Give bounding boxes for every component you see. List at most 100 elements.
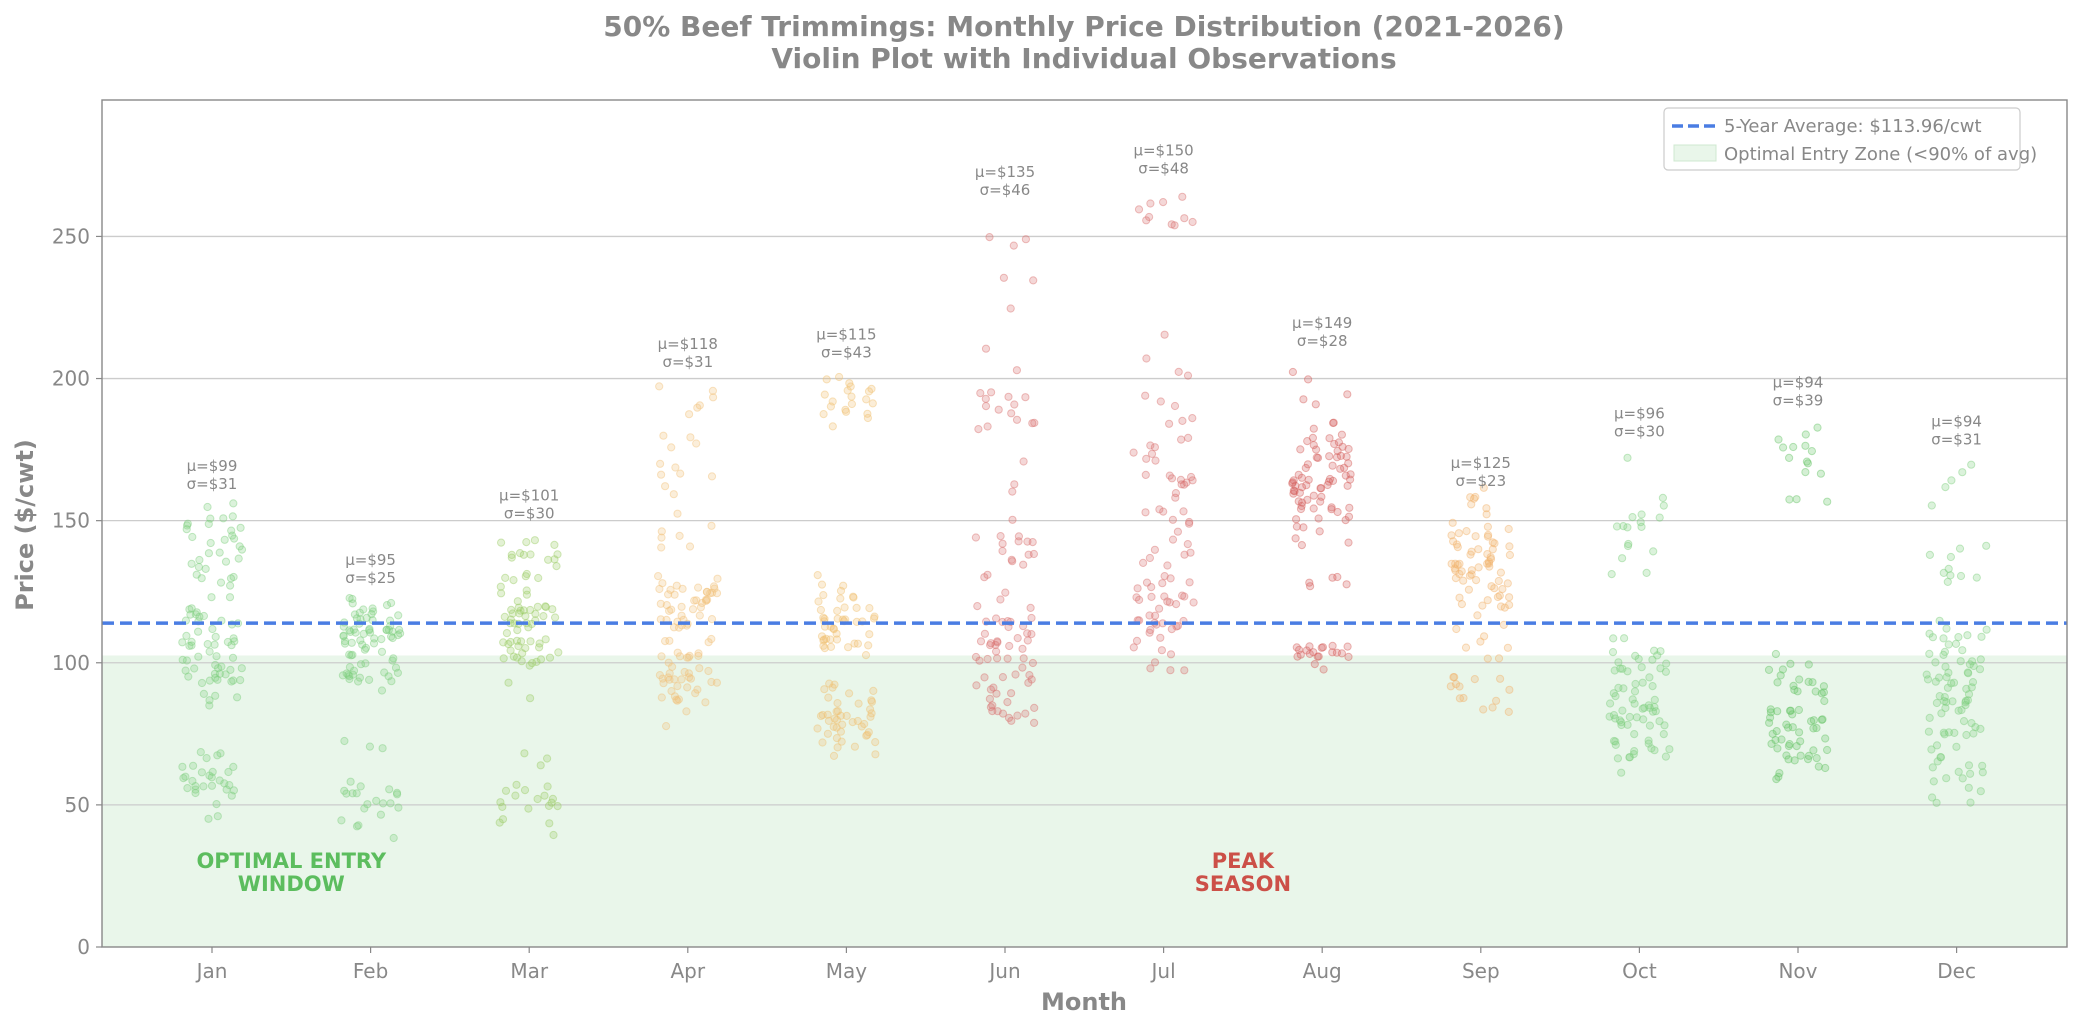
observation-point bbox=[1925, 629, 1934, 638]
observation-point bbox=[1790, 756, 1799, 765]
month-mean-label: μ=$99 bbox=[187, 457, 238, 475]
observation-point bbox=[1165, 471, 1174, 480]
observation-point bbox=[1785, 495, 1794, 504]
observation-point bbox=[1925, 550, 1935, 560]
observation-point bbox=[1784, 741, 1794, 751]
observation-point bbox=[1314, 652, 1323, 661]
observation-point bbox=[1963, 696, 1973, 705]
observation-point bbox=[1185, 517, 1194, 527]
observation-point bbox=[548, 794, 558, 804]
observation-point bbox=[655, 584, 664, 594]
observation-point bbox=[1505, 593, 1514, 602]
observation-point bbox=[1618, 706, 1627, 715]
observation-point bbox=[1656, 647, 1665, 656]
observation-point bbox=[1976, 724, 1985, 734]
observation-point bbox=[188, 776, 197, 786]
observation-point bbox=[1018, 663, 1027, 672]
observation-point bbox=[229, 572, 238, 582]
observation-point bbox=[850, 742, 860, 751]
observation-point bbox=[1338, 442, 1347, 451]
observation-point bbox=[1500, 603, 1509, 612]
observation-point bbox=[1630, 747, 1639, 756]
observation-point bbox=[1949, 678, 1959, 687]
observation-point bbox=[1021, 709, 1030, 718]
observation-point bbox=[708, 386, 718, 395]
observation-point bbox=[659, 431, 668, 440]
observation-point bbox=[1650, 646, 1659, 655]
observation-point bbox=[543, 782, 552, 791]
observation-point bbox=[1645, 703, 1654, 712]
observation-point bbox=[344, 670, 353, 679]
observation-point bbox=[1298, 498, 1307, 507]
observation-point bbox=[520, 749, 529, 758]
observation-point bbox=[1958, 468, 1967, 477]
observation-point bbox=[1297, 541, 1307, 550]
observation-point bbox=[1792, 495, 1801, 504]
y-tick-label: 100 bbox=[52, 651, 90, 675]
observation-point bbox=[1803, 459, 1813, 468]
observation-point bbox=[840, 603, 849, 612]
observation-point bbox=[833, 606, 842, 616]
observation-point bbox=[391, 663, 401, 672]
observation-point bbox=[213, 751, 222, 760]
observation-point bbox=[1165, 419, 1174, 428]
observation-point bbox=[1936, 753, 1946, 762]
observation-point bbox=[1317, 643, 1326, 652]
observation-point bbox=[833, 707, 843, 716]
observation-point bbox=[204, 549, 213, 558]
observation-point bbox=[361, 659, 370, 668]
observation-point bbox=[345, 626, 354, 635]
observation-point bbox=[972, 681, 981, 690]
observation-point bbox=[817, 580, 827, 589]
observation-point bbox=[1802, 457, 1812, 466]
observation-point bbox=[1947, 476, 1956, 485]
observation-point bbox=[707, 521, 716, 530]
observation-point bbox=[1796, 737, 1805, 746]
observation-point bbox=[1346, 475, 1355, 484]
observation-point bbox=[1928, 633, 1938, 642]
observation-point bbox=[1028, 419, 1037, 428]
observation-point bbox=[1962, 684, 1971, 694]
observation-point bbox=[1309, 424, 1318, 433]
observation-point bbox=[674, 695, 684, 704]
observation-point bbox=[517, 657, 526, 666]
observation-point bbox=[526, 694, 535, 703]
observation-point bbox=[1186, 548, 1195, 557]
observation-point bbox=[824, 693, 833, 702]
observation-point bbox=[369, 639, 379, 648]
chart-title: 50% Beef Trimmings: Monthly Price Distri… bbox=[603, 10, 1564, 43]
observation-point bbox=[1777, 735, 1786, 744]
observation-point bbox=[1472, 576, 1481, 585]
observation-point bbox=[1007, 689, 1016, 698]
observation-point bbox=[1332, 453, 1342, 462]
observation-point bbox=[1007, 555, 1016, 564]
observation-point bbox=[1168, 515, 1178, 524]
observation-point bbox=[1967, 719, 1976, 728]
observation-point bbox=[1129, 448, 1138, 457]
observation-point bbox=[1314, 514, 1323, 523]
observation-point bbox=[685, 651, 694, 661]
observation-point bbox=[1173, 621, 1183, 631]
observation-point bbox=[1659, 501, 1668, 510]
observation-point bbox=[707, 472, 717, 481]
observation-point bbox=[183, 521, 192, 530]
observation-point bbox=[986, 641, 995, 650]
observation-point bbox=[205, 647, 214, 656]
observation-point bbox=[1638, 704, 1647, 713]
observation-point bbox=[836, 727, 846, 736]
observation-point bbox=[816, 605, 826, 615]
observation-point bbox=[222, 785, 231, 794]
observation-point bbox=[1648, 682, 1657, 691]
observation-point bbox=[1785, 706, 1795, 715]
observation-point bbox=[550, 540, 559, 550]
month-sd-label: σ=$48 bbox=[1138, 160, 1189, 178]
observation-point bbox=[1504, 707, 1513, 717]
observation-point bbox=[1178, 192, 1187, 201]
observation-point bbox=[1168, 535, 1178, 544]
observation-point bbox=[1614, 683, 1623, 693]
observation-point bbox=[1786, 706, 1795, 715]
observation-point bbox=[672, 695, 681, 704]
observation-point bbox=[1963, 668, 1972, 677]
observation-point bbox=[501, 786, 511, 795]
observation-point bbox=[695, 401, 704, 410]
